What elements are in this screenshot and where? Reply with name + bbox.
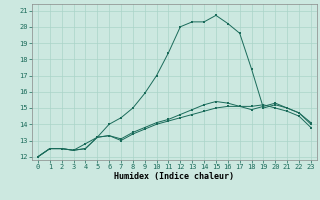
- X-axis label: Humidex (Indice chaleur): Humidex (Indice chaleur): [115, 172, 234, 181]
